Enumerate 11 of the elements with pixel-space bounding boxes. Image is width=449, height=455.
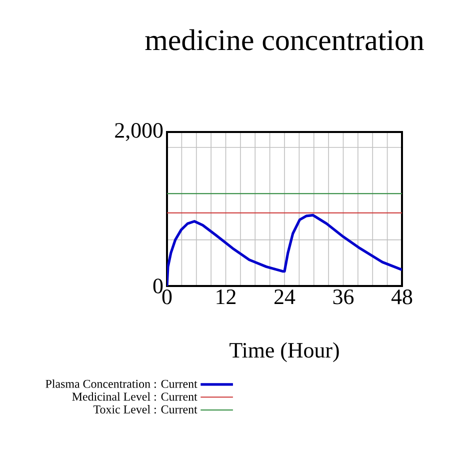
legend-label: Toxic Level : Current	[93, 405, 198, 414]
x-tick-label: 48	[391, 290, 412, 304]
chart-title: medicine concentration	[145, 29, 424, 50]
x-tick-label: 12	[216, 290, 236, 304]
x-tick-label: 36	[333, 290, 354, 304]
legend-label: Medicinal Level : Current	[72, 392, 198, 401]
y-tick-label: 2,000	[115, 123, 163, 141]
legend-label: Plasma Concentration : Current	[46, 379, 198, 388]
x-tick-label: 24	[274, 290, 296, 304]
x-axis-title: Time (Hour)	[230, 342, 339, 362]
line-series	[167, 214, 402, 286]
